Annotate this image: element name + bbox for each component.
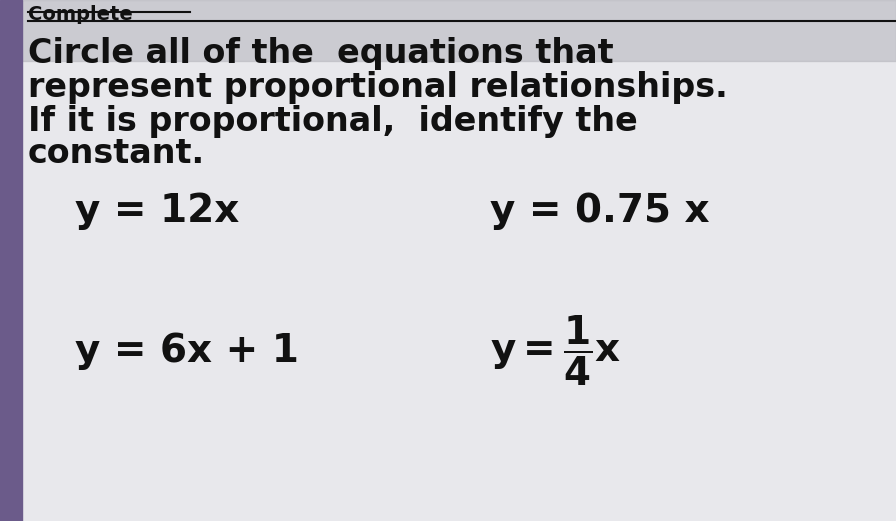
Text: Circle all of the  equations that: Circle all of the equations that	[28, 37, 614, 70]
Bar	[0, 0, 22, 521]
Text: constant.: constant.	[28, 137, 205, 170]
Text: y = 0.75 x: y = 0.75 x	[490, 192, 710, 230]
Text: $\mathbf{y = \dfrac{1}{4}x}$: $\mathbf{y = \dfrac{1}{4}x}$	[490, 314, 622, 388]
Bar	[0, 0, 896, 61]
Text: Complete: Complete	[28, 5, 133, 24]
Text: represent proportional relationships.: represent proportional relationships.	[28, 71, 728, 104]
Text: y = 6x + 1: y = 6x + 1	[75, 332, 299, 370]
Text: y = 12x: y = 12x	[75, 192, 239, 230]
Text: If it is proportional,  identify the: If it is proportional, identify the	[28, 105, 638, 138]
